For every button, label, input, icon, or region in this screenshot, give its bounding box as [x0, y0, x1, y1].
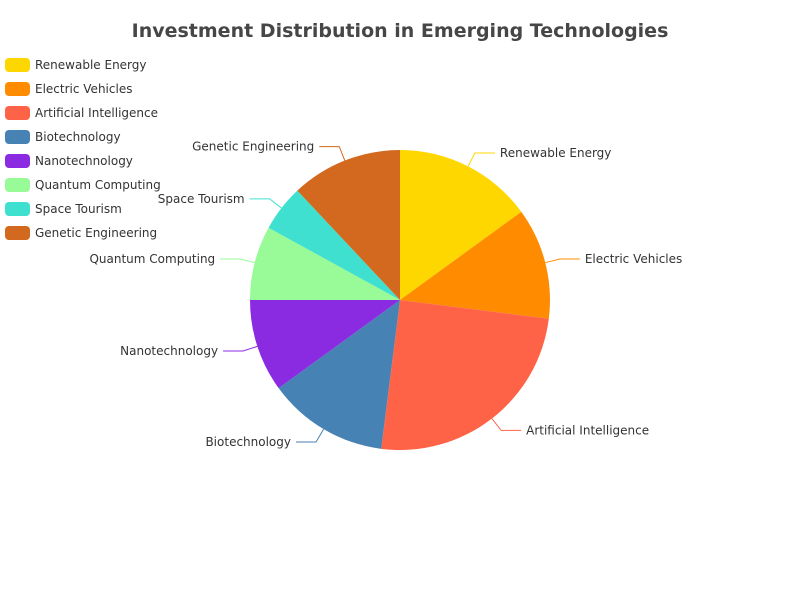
- pie-slice-quantum-computing[interactable]: [250, 227, 400, 300]
- legend-swatch: [5, 130, 30, 144]
- label-leader-line: [467, 152, 495, 167]
- legend: Renewable Energy Electric Vehicles Artific…: [5, 53, 161, 245]
- pie-slice-renewable-energy[interactable]: [400, 150, 522, 300]
- slice-label-genetic-engineering: Genetic Engineering: [192, 140, 314, 154]
- label-leader-line: [220, 258, 255, 264]
- label-leader-line: [491, 418, 522, 431]
- legend-label: Genetic Engineering: [35, 226, 158, 240]
- legend-label: Quantum Computing: [35, 178, 161, 192]
- pie-slice-artificial-intelligence[interactable]: [381, 300, 549, 450]
- legend-swatch: [5, 178, 30, 192]
- legend-swatch: [5, 106, 30, 120]
- label-leader-line: [296, 428, 325, 443]
- label-leader-line: [545, 258, 580, 264]
- legend-swatch: [5, 82, 30, 96]
- legend-label: Electric Vehicles: [35, 82, 133, 96]
- pie-slice-genetic-engineering[interactable]: [297, 150, 400, 300]
- pie-slice-electric-vehicles[interactable]: [400, 211, 550, 319]
- legend-label: Space Tourism: [35, 202, 122, 216]
- legend-item-nanotechnology[interactable]: Nanotechnology: [5, 149, 161, 173]
- legend-item-artificial-intelligence[interactable]: Artificial Intelligence: [5, 101, 161, 125]
- label-leader-line: [223, 345, 258, 352]
- slice-label-nanotechnology: Nanotechnology: [120, 344, 218, 358]
- legend-item-electric-vehicles[interactable]: Electric Vehicles: [5, 77, 161, 101]
- pie-slice-biotechnology[interactable]: [278, 300, 400, 449]
- legend-swatch: [5, 58, 30, 72]
- chart-title: Investment Distribution in Emerging Tech…: [131, 20, 669, 42]
- legend-item-biotechnology[interactable]: Biotechnology: [5, 125, 161, 149]
- legend-label: Artificial Intelligence: [35, 106, 158, 120]
- pie-slice-nanotechnology[interactable]: [250, 300, 400, 389]
- legend-item-quantum-computing[interactable]: Quantum Computing: [5, 173, 161, 197]
- slice-label-electric-vehicles: Electric Vehicles: [585, 252, 682, 266]
- slice-label-quantum-computing: Quantum Computing: [89, 252, 215, 266]
- slice-label-biotechnology: Biotechnology: [205, 435, 291, 449]
- legend-swatch: [5, 202, 30, 216]
- legend-label: Renewable Energy: [35, 58, 147, 72]
- legend-item-renewable-energy[interactable]: Renewable Energy: [5, 53, 161, 77]
- label-leader-line: [319, 146, 346, 161]
- legend-swatch: [5, 154, 30, 168]
- slice-label-space-tourism: Space Tourism: [158, 192, 245, 206]
- legend-label: Biotechnology: [35, 130, 121, 144]
- legend-item-space-tourism[interactable]: Space Tourism: [5, 197, 161, 221]
- slice-label-renewable-energy: Renewable Energy: [500, 146, 612, 160]
- legend-label: Nanotechnology: [35, 154, 133, 168]
- slice-label-artificial-intelligence: Artificial Intelligence: [526, 423, 649, 437]
- pie-slice-space-tourism[interactable]: [268, 190, 400, 300]
- legend-item-genetic-engineering[interactable]: Genetic Engineering: [5, 221, 161, 245]
- legend-swatch: [5, 226, 30, 240]
- label-leader-line: [249, 198, 282, 209]
